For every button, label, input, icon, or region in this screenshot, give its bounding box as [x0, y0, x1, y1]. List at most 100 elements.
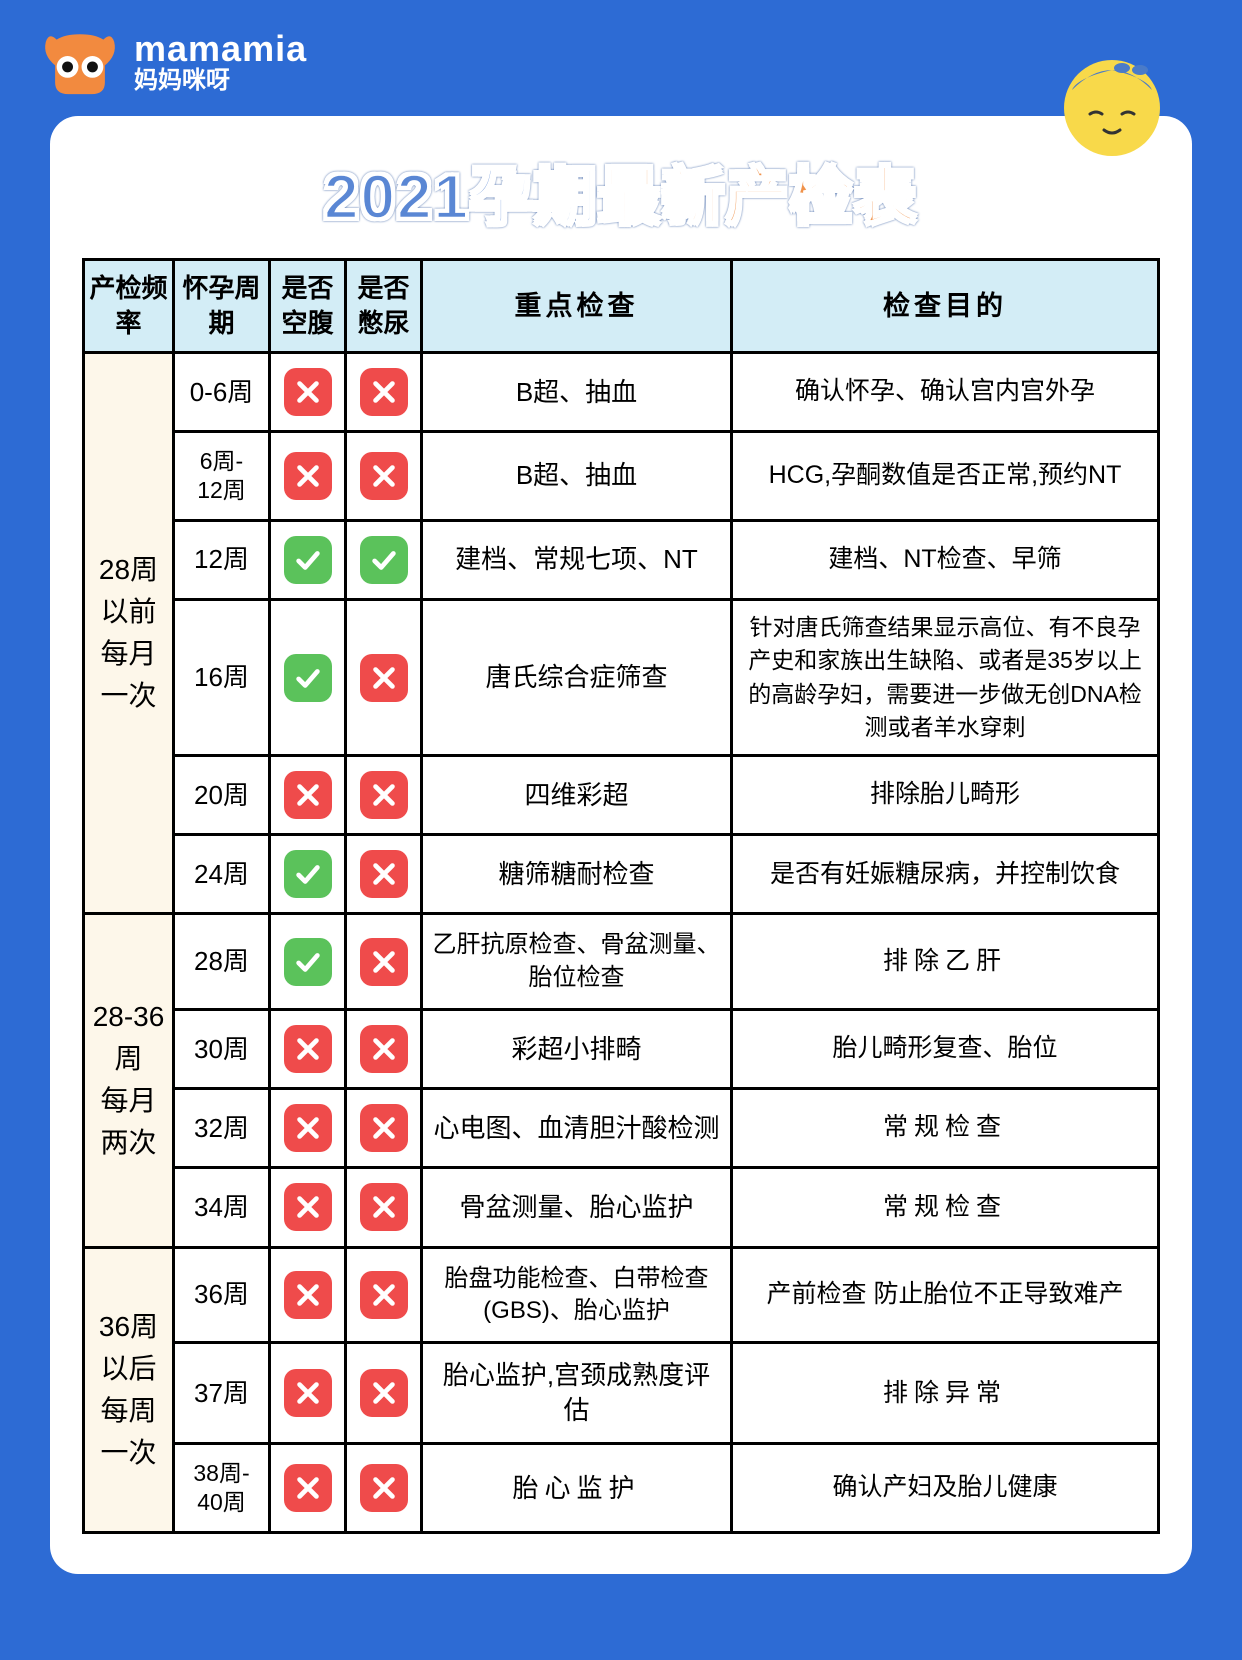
week-cell: 32周 [174, 1089, 270, 1168]
table-row: 28周以前每月一次0-6周B超、抽血确认怀孕、确认宫内宫外孕 [84, 353, 1159, 432]
cross-icon [284, 1464, 332, 1512]
check-icon [284, 536, 332, 584]
brand-en: mamamia [134, 31, 307, 67]
purpose-cell: 建档、NT检查、早筛 [732, 520, 1159, 599]
purpose-cell: 产前检查 防止胎位不正导致难产 [732, 1247, 1159, 1343]
purpose-cell: 排除异常 [732, 1343, 1159, 1444]
week-cell: 34周 [174, 1168, 270, 1247]
cross-icon [360, 1183, 408, 1231]
logo-icon [40, 28, 120, 98]
exam-cell: 彩超小排畸 [422, 1010, 732, 1089]
hold-cell [346, 1089, 422, 1168]
cross-icon [360, 771, 408, 819]
title-part2: 最新产检表 [598, 163, 918, 232]
fast-cell [270, 432, 346, 521]
table-row: 24周 糖筛糖耐检查是否有妊娠糖尿病，并控制饮食 [84, 835, 1159, 914]
fast-cell [270, 520, 346, 599]
table-row: 28-36周每月两次28周乙肝抗原检查、骨盆测量、胎位检查排除乙肝 [84, 914, 1159, 1010]
cross-icon [360, 452, 408, 500]
cross-icon [360, 1025, 408, 1073]
cross-icon [284, 1183, 332, 1231]
hold-cell [346, 1247, 422, 1343]
cross-icon [360, 1104, 408, 1152]
col-purpose: 检查目的 [732, 260, 1159, 353]
purpose-cell: 胎儿畸形复查、胎位 [732, 1010, 1159, 1089]
hold-cell [346, 835, 422, 914]
cross-icon [360, 368, 408, 416]
hold-cell [346, 914, 422, 1010]
exam-cell: 胎盘功能检查、白带检查(GBS)、胎心监护 [422, 1247, 732, 1343]
hold-cell [346, 756, 422, 835]
week-cell: 12周 [174, 520, 270, 599]
logo-text: mamamia 妈妈咪呀 [134, 31, 307, 96]
week-cell: 6周-12周 [174, 432, 270, 521]
cross-icon [360, 654, 408, 702]
hold-cell [346, 1168, 422, 1247]
fast-cell [270, 1444, 346, 1533]
check-icon [284, 850, 332, 898]
cross-icon [284, 452, 332, 500]
table-row: 20周 四维彩超排除胎儿畸形 [84, 756, 1159, 835]
purpose-cell: 常规检查 [732, 1089, 1159, 1168]
table-row: 12周 建档、常规七项、NT建档、NT检查、早筛 [84, 520, 1159, 599]
exam-cell: 唐氏综合症筛查 [422, 599, 732, 755]
table-row: 36周以后每周一次36周胎盘功能检查、白带检查(GBS)、胎心监护产前检查 防止… [84, 1247, 1159, 1343]
table-row: 30周 彩超小排畸胎儿畸形复查、胎位 [84, 1010, 1159, 1089]
col-fast: 是否空腹 [270, 260, 346, 353]
week-cell: 30周 [174, 1010, 270, 1089]
exam-cell: B超、抽血 [422, 353, 732, 432]
col-week: 怀孕周期 [174, 260, 270, 353]
cross-icon [360, 1464, 408, 1512]
cross-icon [284, 1025, 332, 1073]
purpose-cell: 确认怀孕、确认宫内宫外孕 [732, 353, 1159, 432]
week-cell: 36周 [174, 1247, 270, 1343]
check-icon [284, 654, 332, 702]
hold-cell [346, 353, 422, 432]
card: 2021孕期最新产检表 产检频率 怀孕周期 是否空腹 是否憋尿 重点检查 检查目… [50, 116, 1192, 1574]
cross-icon [360, 1271, 408, 1319]
purpose-cell: 排除胎儿畸形 [732, 756, 1159, 835]
fast-cell [270, 1247, 346, 1343]
week-cell: 37周 [174, 1343, 270, 1444]
purpose-cell: 是否有妊娠糖尿病，并控制饮食 [732, 835, 1159, 914]
purpose-cell: HCG,孕酮数值是否正常,预约NT [732, 432, 1159, 521]
week-cell: 16周 [174, 599, 270, 755]
freq-cell: 28周以前每月一次 [84, 353, 174, 914]
cross-icon [284, 368, 332, 416]
exam-cell: 糖筛糖耐检查 [422, 835, 732, 914]
fast-cell [270, 1010, 346, 1089]
fast-cell [270, 1089, 346, 1168]
cross-icon [284, 1369, 332, 1417]
freq-cell: 28-36周每月两次 [84, 914, 174, 1247]
exam-cell: 建档、常规七项、NT [422, 520, 732, 599]
table-row: 34周骨盆测量、胎心监护常规检查 [84, 1168, 1159, 1247]
hold-cell [346, 1444, 422, 1533]
week-cell: 28周 [174, 914, 270, 1010]
week-cell: 0-6周 [174, 353, 270, 432]
purpose-cell: 排除乙肝 [732, 914, 1159, 1010]
col-hold: 是否憋尿 [346, 260, 422, 353]
check-icon [360, 536, 408, 584]
col-freq: 产检频率 [84, 260, 174, 353]
fast-cell [270, 1343, 346, 1444]
table-row: 37周胎心监护,宫颈成熟度评估排除异常 [84, 1343, 1159, 1444]
exam-cell: 骨盆测量、胎心监护 [422, 1168, 732, 1247]
title-part1: 2021孕期 [324, 163, 598, 232]
brand-cn: 妈妈咪呀 [134, 67, 307, 96]
check-icon [284, 938, 332, 986]
exam-cell: 胎心监护 [422, 1444, 732, 1533]
week-cell: 20周 [174, 756, 270, 835]
purpose-cell: 确认产妇及胎儿健康 [732, 1444, 1159, 1533]
hold-cell [346, 520, 422, 599]
exam-cell: 乙肝抗原检查、骨盆测量、胎位检查 [422, 914, 732, 1010]
mascot-icon [1052, 40, 1172, 160]
table-row: 38周-40周胎心监护确认产妇及胎儿健康 [84, 1444, 1159, 1533]
cross-icon [284, 771, 332, 819]
exam-cell: B超、抽血 [422, 432, 732, 521]
exam-cell: 四维彩超 [422, 756, 732, 835]
checkup-table: 产检频率 怀孕周期 是否空腹 是否憋尿 重点检查 检查目的 28周以前每月一次0… [82, 258, 1160, 1534]
table-row: 16周唐氏综合症筛查针对唐氏筛查结果显示高位、有不良孕产史和家族出生缺陷、或者是… [84, 599, 1159, 755]
week-cell: 24周 [174, 835, 270, 914]
table-row: 6周-12周 B超、抽血HCG,孕酮数值是否正常,预约NT [84, 432, 1159, 521]
hold-cell [346, 1010, 422, 1089]
